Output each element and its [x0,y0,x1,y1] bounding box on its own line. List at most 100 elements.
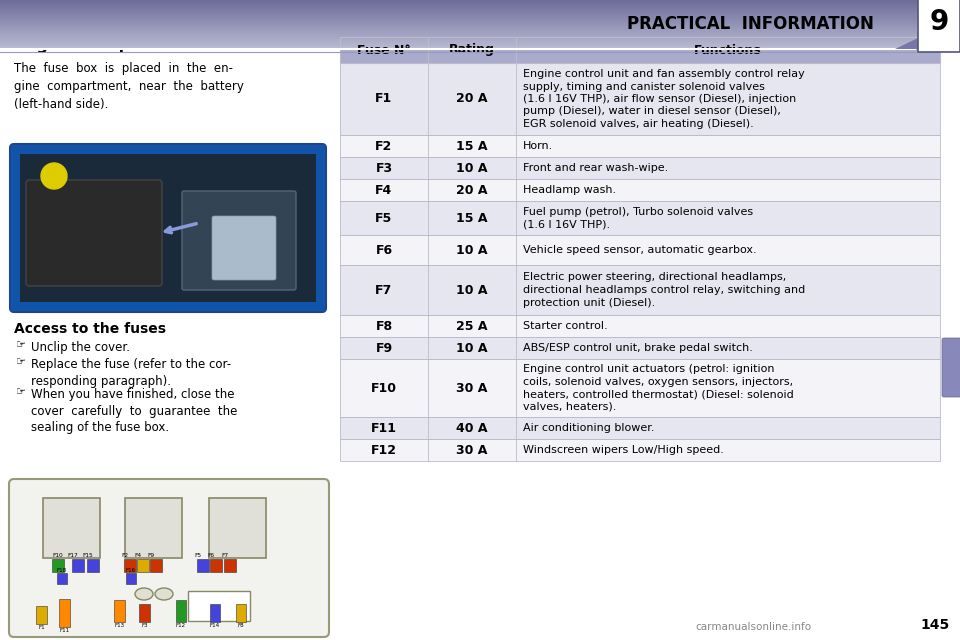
FancyBboxPatch shape [340,417,940,439]
Text: ☞: ☞ [16,340,26,350]
Bar [0,13,960,14]
FancyBboxPatch shape [57,573,67,584]
Text: Engine control unit and fan assembly control relay: Engine control unit and fan assembly con… [523,69,804,79]
FancyBboxPatch shape [340,439,940,461]
Bar [0,46,960,47]
Text: Fuse N°: Fuse N° [357,44,411,56]
Text: Engine control unit actuators (petrol: ignition: Engine control unit actuators (petrol: i… [523,364,775,374]
Text: 10 A: 10 A [456,161,488,175]
Text: F18: F18 [57,568,67,573]
Bar [0,25,960,26]
FancyBboxPatch shape [72,559,84,572]
Bar [0,17,960,18]
Text: carmanualsonline.info: carmanualsonline.info [695,622,811,632]
FancyBboxPatch shape [113,600,126,622]
FancyBboxPatch shape [136,559,150,572]
Text: 20 A: 20 A [456,184,488,196]
Text: 30 A: 30 A [456,444,488,456]
Text: ABS/ESP control unit, brake pedal switch.: ABS/ESP control unit, brake pedal switch… [523,343,753,353]
Bar [0,1,960,2]
Text: 15 A: 15 A [456,140,488,152]
Text: The  fuse  box  is  placed  in  the  en-
gine  compartment,  near  the  battery
: The fuse box is placed in the en- gine c… [14,62,244,111]
Bar [0,37,960,38]
FancyBboxPatch shape [52,559,64,572]
Text: F1: F1 [38,625,45,630]
Bar [0,9,960,10]
Bar [0,33,960,34]
Text: F4: F4 [375,184,393,196]
Text: F9: F9 [148,553,155,558]
Bar [0,26,960,27]
Bar [0,27,960,28]
FancyBboxPatch shape [224,559,236,572]
Bar [0,42,960,43]
Text: F2: F2 [121,553,129,558]
FancyBboxPatch shape [26,180,162,286]
FancyBboxPatch shape [126,573,136,584]
Text: F8: F8 [375,319,393,333]
Text: 40 A: 40 A [456,422,488,435]
Bar [0,19,960,20]
FancyBboxPatch shape [212,216,276,280]
Text: F10: F10 [371,381,397,394]
Bar [0,39,960,40]
Text: F11: F11 [60,628,69,633]
Text: Air conditioning blower.: Air conditioning blower. [523,423,655,433]
FancyBboxPatch shape [340,265,940,315]
FancyBboxPatch shape [340,179,940,201]
Text: Starter control.: Starter control. [523,321,608,331]
FancyBboxPatch shape [43,498,100,558]
Text: Front and rear wash-wipe.: Front and rear wash-wipe. [523,163,668,173]
Bar [0,36,960,37]
FancyBboxPatch shape [150,559,162,572]
Polygon shape [895,38,918,49]
Bar [0,15,960,16]
FancyBboxPatch shape [176,600,186,622]
Text: 10 A: 10 A [456,243,488,257]
Bar [0,11,960,12]
Text: F16: F16 [126,568,136,573]
Bar [0,6,960,7]
Bar [0,3,960,4]
Text: F17: F17 [67,553,79,558]
Text: supply, timing and canister solenoid valves: supply, timing and canister solenoid val… [523,81,765,92]
Text: F6: F6 [207,553,214,558]
Text: F4: F4 [134,553,141,558]
Text: 145: 145 [921,618,950,632]
FancyBboxPatch shape [340,315,940,337]
Text: 10 A: 10 A [456,284,488,296]
Bar [0,45,960,46]
Text: F1: F1 [375,93,393,106]
Bar [0,32,960,33]
Text: coils, solenoid valves, oxygen sensors, injectors,: coils, solenoid valves, oxygen sensors, … [523,377,793,387]
Text: F13: F13 [114,623,125,628]
Text: F2: F2 [375,140,393,152]
Bar [0,47,960,48]
Text: Horn.: Horn. [523,141,553,151]
Text: F14: F14 [210,623,220,628]
Text: F3: F3 [375,161,393,175]
FancyBboxPatch shape [124,559,136,572]
Text: Replace the fuse (refer to the cor-
responding paragraph).: Replace the fuse (refer to the cor- resp… [31,358,231,387]
Bar [0,43,960,44]
Bar [0,4,960,5]
Text: Electric power steering, directional headlamps,: Electric power steering, directional hea… [523,273,786,282]
Bar [0,28,960,29]
FancyBboxPatch shape [340,359,940,417]
FancyBboxPatch shape [918,0,960,52]
Circle shape [41,163,67,189]
Bar [0,23,960,24]
FancyBboxPatch shape [942,338,960,397]
Bar [0,31,960,32]
FancyBboxPatch shape [340,337,940,359]
Bar [0,8,960,9]
Text: F8: F8 [238,623,244,628]
Bar [0,29,960,30]
Ellipse shape [155,588,173,600]
FancyBboxPatch shape [340,37,940,63]
Text: F11: F11 [371,422,397,435]
Text: Fuse table: Fuse table [340,33,421,47]
Text: 10 A: 10 A [456,342,488,355]
Text: Rating: Rating [449,44,495,56]
Text: (1.6 l 16V THP).: (1.6 l 16V THP). [523,220,611,229]
